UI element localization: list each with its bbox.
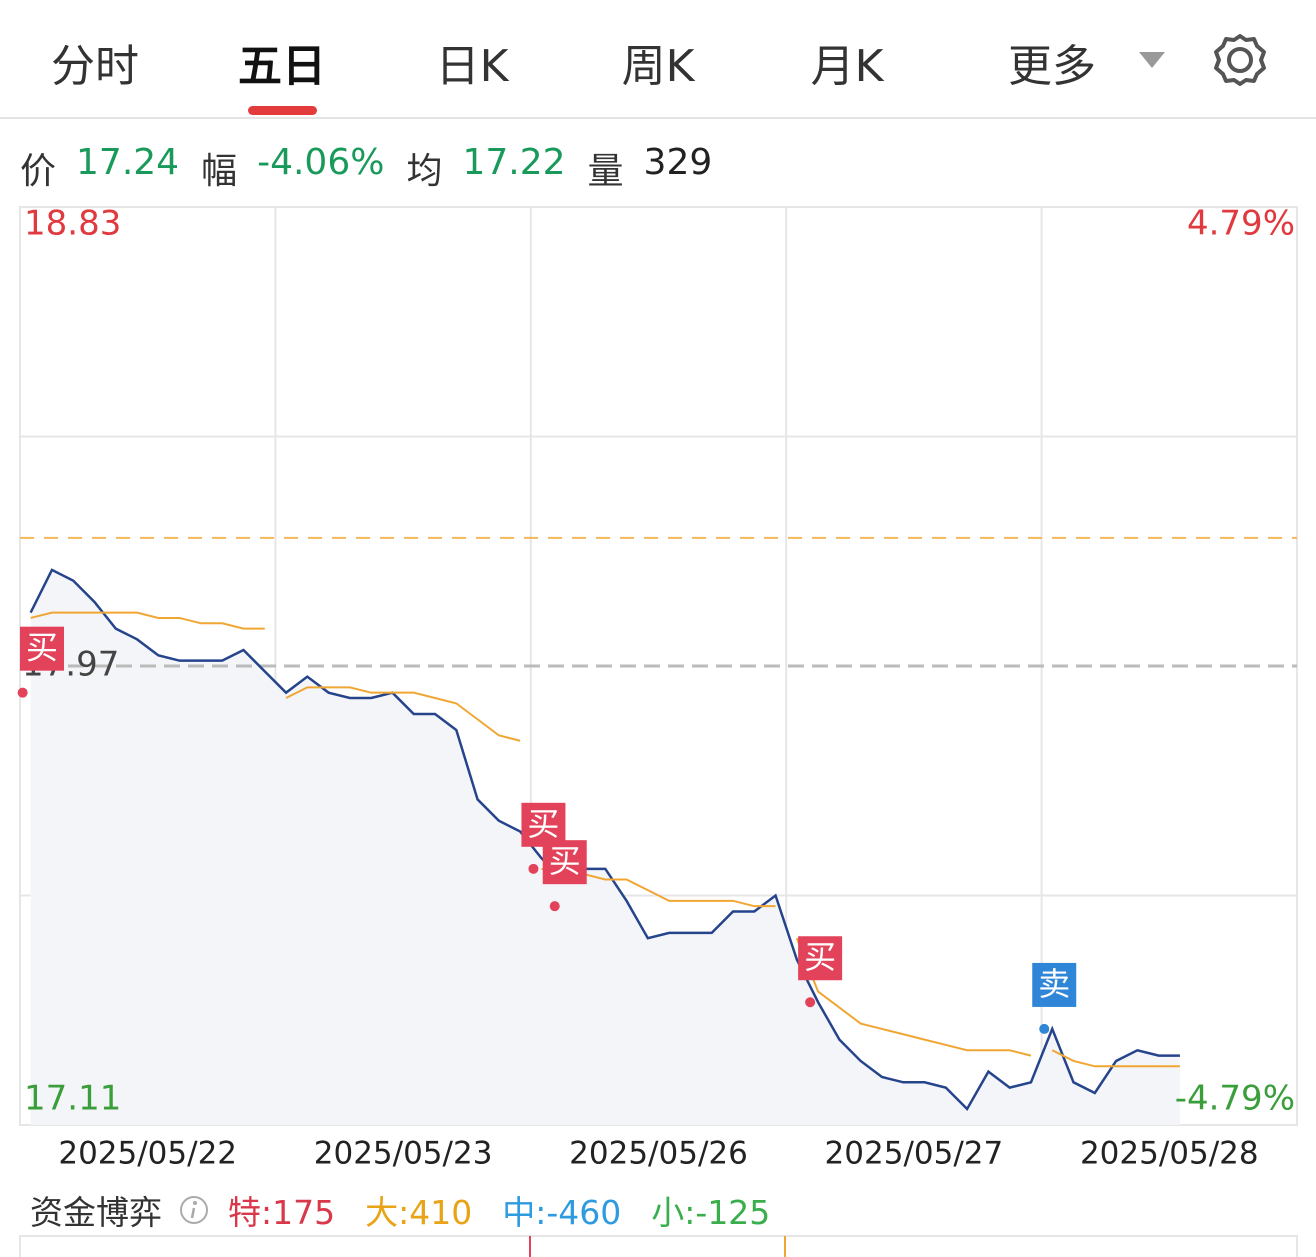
signal-dot (805, 997, 816, 1008)
info-value: 329 (643, 142, 713, 183)
x-tick-label: 2025/05/28 (1080, 1136, 1259, 1172)
tab[interactable]: 五日 (238, 41, 326, 92)
fund-label: 特: (228, 1193, 273, 1232)
x-tick-label: 2025/05/22 (58, 1136, 237, 1172)
fund-flow: 资金博弈 特:175 大:410 中:-460 小:-125 (30, 1186, 800, 1234)
settings-icon[interactable] (1210, 30, 1270, 90)
signal-label: 买 (549, 842, 581, 880)
y2-tick-label: -4.79% (1175, 1079, 1295, 1119)
tab[interactable]: 日K (435, 41, 509, 92)
y2-tick-label: 4.79% (1187, 204, 1295, 244)
x-tick-label: 2025/05/27 (825, 1136, 1004, 1172)
fund-item: 中:-460 (502, 1186, 621, 1234)
info-label: 量 (587, 151, 624, 192)
tab-bar: 分时 五日 日K 周K 月K 更多 (0, 0, 1316, 119)
fund-title: 资金博弈 (30, 1193, 162, 1232)
y-min-label: 17.11 (24, 1079, 121, 1119)
signal-label: 买 (804, 938, 836, 976)
signal-badge (521, 802, 566, 847)
fund-value: 175 (272, 1193, 336, 1232)
fund-value: -460 (546, 1193, 622, 1232)
average-line (30, 611, 1180, 1068)
tab[interactable]: 周K (621, 41, 695, 92)
signal-dot (549, 901, 560, 912)
tab[interactable]: 更多 (1008, 41, 1096, 92)
signal-badge (798, 936, 843, 981)
fund-item: 大:410 (365, 1186, 472, 1234)
info-value: 17.22 (462, 142, 566, 183)
x-tick-label: 2025/05/26 (569, 1136, 748, 1172)
quote-info: 价 17.24 幅 -4.06% 均 17.22 量 329 (20, 142, 714, 194)
x-tick-label: 2025/05/23 (314, 1136, 493, 1172)
fund-label: 中: (502, 1193, 547, 1232)
y-max-label: 18.83 (24, 204, 121, 244)
price-area (30, 569, 1180, 1125)
price-line (29, 568, 1180, 1112)
fund-value: 410 (409, 1193, 473, 1232)
tab[interactable]: 月K (810, 41, 884, 92)
signal-label: 卖 (1038, 965, 1070, 1003)
info-label: 均 (406, 151, 443, 192)
fund-panel (19, 1235, 1298, 1257)
active-tab-indicator (248, 106, 317, 115)
fund-item: 特:175 (228, 1186, 335, 1234)
tab[interactable]: 分时 (51, 41, 139, 92)
signal-badge (20, 626, 64, 671)
info-label: 幅 (201, 151, 238, 192)
info-label: 价 (20, 151, 57, 192)
info-icon[interactable] (178, 1194, 210, 1226)
fund-value: -125 (695, 1193, 771, 1232)
signal-label: 买 (527, 805, 559, 843)
signal-dot (17, 687, 28, 698)
fund-label: 小: (651, 1193, 696, 1232)
fund-label: 大: (365, 1193, 410, 1232)
dropdown-arrow[interactable] (1137, 50, 1167, 70)
signal-dot (528, 863, 539, 874)
info-value: -4.06% (257, 142, 385, 183)
signal-dot (1039, 1023, 1050, 1034)
fund-item: 小:-125 (651, 1186, 770, 1234)
info-value: 17.24 (76, 142, 180, 183)
signal-label: 买 (26, 629, 58, 667)
signal-badge (1032, 962, 1077, 1007)
signal-badge (542, 840, 587, 885)
